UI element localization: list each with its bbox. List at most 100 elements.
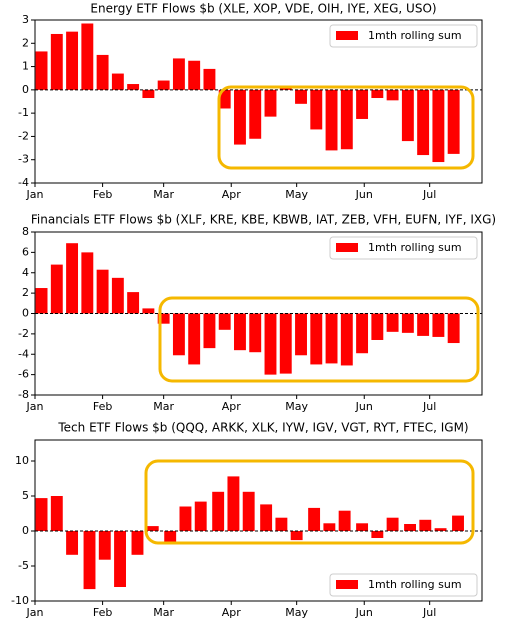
x-tick-label: Jan — [26, 188, 44, 201]
y-tick-label: 1 — [22, 60, 29, 73]
bar — [127, 292, 140, 314]
y-tick-label: 10 — [15, 454, 29, 467]
bar — [308, 507, 321, 531]
bar — [35, 51, 48, 90]
bar — [111, 277, 124, 314]
bar — [264, 89, 277, 117]
bar — [432, 89, 445, 163]
legend-box — [329, 24, 478, 48]
bar — [157, 313, 170, 324]
bar — [131, 531, 144, 555]
highlight-box — [144, 459, 475, 545]
legend-swatch — [336, 580, 358, 589]
legend-label: 1mth rolling sum — [368, 29, 462, 42]
x-tick-label: Apr — [222, 400, 242, 413]
bar — [356, 313, 369, 354]
legend-box — [329, 573, 478, 597]
y-tick-label: 8 — [22, 225, 29, 238]
y-tick-label: -8 — [18, 388, 29, 401]
bar — [66, 243, 79, 314]
x-tick-label: Feb — [93, 606, 112, 619]
y-tick-label: 4 — [22, 266, 29, 279]
bar — [356, 523, 369, 531]
bar — [310, 89, 323, 130]
bar — [340, 89, 353, 150]
bar — [295, 89, 307, 104]
x-tick-label: May — [285, 400, 308, 413]
bar — [111, 73, 124, 90]
x-tick-label: Jan — [26, 606, 44, 619]
bar — [227, 476, 240, 531]
legend-label: 1mth rolling sum — [368, 578, 462, 591]
y-tick-label: -6 — [18, 368, 29, 381]
legend-label: 1mth rolling sum — [368, 241, 462, 254]
bar — [338, 510, 351, 531]
legend-swatch — [336, 31, 358, 40]
bar — [179, 506, 192, 531]
bar — [279, 313, 292, 374]
y-tick-label: -1 — [18, 106, 29, 119]
y-tick-label: -5 — [18, 559, 29, 572]
bar — [35, 288, 48, 314]
bar — [295, 313, 307, 356]
bar — [35, 498, 48, 531]
highlight-box — [217, 85, 475, 170]
axes-frame — [34, 19, 483, 184]
bar — [50, 264, 63, 314]
bar — [98, 531, 111, 560]
bar — [218, 89, 231, 109]
bar — [50, 33, 63, 90]
bar — [371, 89, 384, 99]
bar — [401, 89, 414, 142]
y-tick-label: 5 — [22, 489, 29, 502]
bar — [83, 531, 96, 590]
bar — [260, 504, 273, 531]
x-tick-label: Jul — [422, 400, 436, 413]
bar — [194, 501, 207, 531]
y-tick-label: 2 — [22, 286, 29, 299]
y-tick-label: -2 — [18, 129, 29, 142]
bar — [157, 80, 170, 90]
bar — [325, 89, 338, 151]
chart-title: Tech ETF Flows $b (QQQ, ARKK, XLK, IYW, … — [57, 421, 468, 435]
bar — [142, 89, 155, 99]
x-tick-label: Mar — [153, 188, 174, 201]
y-tick-label: -4 — [18, 176, 29, 189]
chart-title: Financials ETF Flows $b (XLF, KRE, KBE, … — [31, 213, 496, 227]
bar — [264, 313, 277, 375]
legend-swatch — [336, 243, 358, 252]
bar — [50, 496, 63, 531]
bar — [66, 531, 79, 555]
x-tick-label: Jul — [422, 606, 436, 619]
x-tick-label: Apr — [222, 188, 242, 201]
bar — [234, 89, 246, 145]
bar — [249, 89, 262, 139]
x-tick-label: Mar — [153, 400, 174, 413]
bar — [356, 89, 369, 119]
bar — [81, 23, 94, 90]
bar — [404, 524, 416, 531]
bar — [386, 89, 399, 101]
y-tick-label: 0 — [22, 524, 29, 537]
bar — [96, 269, 109, 314]
x-tick-label: Jan — [26, 400, 44, 413]
x-tick-label: Mar — [153, 606, 174, 619]
bar — [447, 313, 460, 344]
y-tick-label: -4 — [18, 347, 29, 360]
x-tick-label: Feb — [93, 400, 112, 413]
bar — [172, 58, 185, 90]
y-tick-label: 0 — [22, 307, 29, 320]
bar — [371, 531, 384, 538]
x-tick-label: Apr — [222, 606, 242, 619]
bar — [434, 528, 447, 531]
y-tick-label: 0 — [22, 83, 29, 96]
x-tick-label: Feb — [93, 188, 112, 201]
bar — [218, 313, 231, 330]
highlight-box — [158, 296, 480, 383]
y-tick-label: 6 — [22, 245, 29, 258]
bar — [340, 313, 353, 366]
bar — [447, 89, 460, 154]
x-tick-label: May — [285, 188, 308, 201]
y-tick-label: -10 — [11, 594, 29, 607]
bar — [142, 308, 155, 314]
